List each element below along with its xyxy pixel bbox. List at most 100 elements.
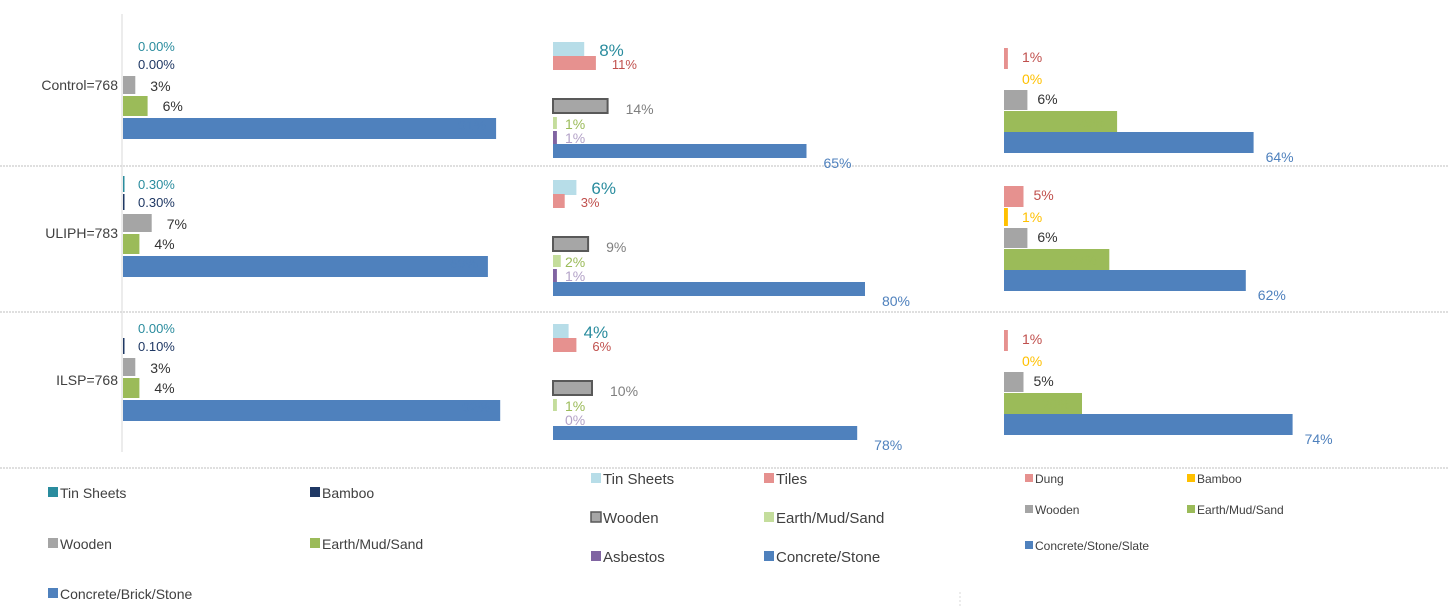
data-label-tin-sheets-chart2-g1: 6% (591, 179, 616, 198)
data-label-concrete-stone-slate-chart3-g2: 74% (1305, 431, 1333, 447)
data-label-bamboo-chart3-g2: 0% (1022, 353, 1042, 369)
data-label-tin-sheets-chart1-g1: 0.30% (138, 177, 175, 192)
data-label-tin-sheets-chart2-g2: 4% (584, 323, 609, 342)
legend-label-tiles-chart2: Tiles (776, 471, 807, 488)
bar-wooden-chart2-g1 (552, 236, 590, 252)
data-label-earth-mud-sand-chart1-g2: 4% (154, 380, 174, 396)
bar-asbestos-chart2-g0 (553, 131, 557, 144)
bar-earth-mud-sand-chart1-g1 (123, 234, 140, 254)
data-label-wooden-chart2-g1: 9% (606, 239, 626, 255)
bar-tiles-chart2-g0 (553, 56, 596, 70)
bar-bamboo-chart1-g2 (123, 338, 125, 354)
data-label-concrete-brick-stone-chart1-g1: 89% (450, 255, 478, 271)
legend-label-earth-mud-sand-chart2: Earth/Mud/Sand (776, 510, 884, 527)
data-label-asbestos-chart2-g2: 0% (565, 412, 585, 428)
data-label-concrete-stone-chart2-g0: 65% (823, 155, 851, 171)
bar-concrete-stone-slate-chart3-g1 (1004, 270, 1246, 291)
bar-tin-sheets-chart2-g1 (553, 180, 577, 195)
data-label-earth-mud-sand-chart2-g2: 1% (565, 398, 585, 414)
data-label-wooden-chart1-g1: 7% (167, 216, 187, 232)
legend-label-wooden-chart2: Wooden (603, 510, 659, 527)
bar-tin-sheets-chart2-g2 (553, 324, 569, 339)
legend-label-wooden-chart1: Wooden (60, 536, 112, 552)
bar-concrete-stone-chart2-g2 (553, 426, 858, 440)
bar-dung-chart3-g1 (1004, 186, 1024, 207)
bar-concrete-brick-stone-chart1-g1 (123, 256, 488, 277)
legend-label-tin-sheets-chart2: Tin Sheets (603, 471, 674, 488)
data-label-concrete-stone-slate-chart3-g0: 64% (1266, 149, 1294, 165)
legend-swatch-asbestos-chart2 (591, 551, 601, 561)
legend-swatch-earth-mud-sand-chart2 (764, 512, 774, 522)
legend-swatch-tin-sheets-chart2 (591, 473, 601, 483)
bar-wooden-chart1-g1 (123, 214, 152, 232)
bar-concrete-stone-chart2-g1 (553, 282, 865, 296)
bar-wooden-chart2-g2 (552, 380, 593, 396)
data-label-bamboo-chart1-g0: 0.00% (138, 57, 175, 72)
data-label-tiles-chart2-g2: 6% (592, 339, 611, 354)
data-label-bamboo-chart1-g1: 0.30% (138, 195, 175, 210)
data-label-bamboo-chart3-g1: 1% (1022, 209, 1042, 225)
legend-label-earth-mud-sand-chart1: Earth/Mud/Sand (322, 536, 423, 552)
bar-wooden-chart2-g0 (552, 98, 609, 114)
bar-asbestos-chart2-g1 (553, 269, 557, 282)
legend-label-tin-sheets-chart1: Tin Sheets (60, 485, 126, 501)
bar-tiles-chart2-g1 (553, 194, 565, 208)
data-label-dung-chart3-g1: 5% (1034, 187, 1054, 203)
data-label-earth-mud-sand-chart2-g0: 1% (565, 116, 585, 132)
bar-bamboo-chart1-g1 (123, 194, 125, 210)
bar-dung-chart3-g0 (1004, 48, 1008, 69)
data-label-concrete-stone-chart2-g1: 80% (882, 293, 910, 309)
legend-swatch-bamboo-chart3 (1187, 474, 1195, 482)
legend-label-earth-mud-sand-chart3: Earth/Mud/Sand (1197, 503, 1284, 517)
data-label-bamboo-chart1-g2: 0.10% (138, 339, 175, 354)
bar-wooden-chart1-g2 (123, 358, 136, 376)
bar-tin-sheets-chart1-g1 (123, 176, 125, 192)
legend-swatch-tiles-chart2 (764, 473, 774, 483)
data-label-wooden-chart3-g1: 6% (1037, 229, 1057, 245)
legend-swatch-wooden-chart3 (1025, 505, 1033, 513)
legend-label-asbestos-chart2: Asbestos (603, 549, 665, 566)
bar-earth-mud-sand-chart2-g0 (553, 117, 557, 129)
legend-swatch-wooden-chart1 (48, 538, 58, 548)
legend-label-bamboo-chart3: Bamboo (1197, 472, 1242, 486)
data-label-asbestos-chart2-g0: 1% (565, 130, 585, 146)
data-label-tin-sheets-chart1-g0: 0.00% (138, 39, 175, 54)
legend-swatch-wooden-chart2 (590, 511, 602, 523)
legend-swatch-earth-mud-sand-chart3 (1187, 505, 1195, 513)
legend-label-concrete-brick-stone-chart1: Concrete/Brick/Stone (60, 586, 192, 602)
bar-concrete-brick-stone-chart1-g0 (123, 118, 497, 139)
data-label-earth-mud-sand-chart3-g2: 20% (1042, 396, 1070, 412)
data-label-wooden-chart1-g2: 3% (150, 360, 170, 376)
legend-swatch-tin-sheets-chart1 (48, 487, 58, 497)
bar-earth-mud-sand-chart2-g2 (553, 399, 557, 411)
bar-wooden-chart1-g0 (123, 76, 136, 94)
category-label-2: ILSP=768 (56, 372, 118, 388)
bar-earth-mud-sand-chart3-g0 (1004, 111, 1118, 132)
bar-wooden-chart3-g2 (1004, 372, 1024, 392)
legend-swatch-dung-chart3 (1025, 474, 1033, 482)
legend-swatch-earth-mud-sand-chart1 (310, 538, 320, 548)
data-label-dung-chart3-g0: 1% (1022, 49, 1042, 65)
data-label-wooden-chart2-g0: 14% (626, 101, 654, 117)
legend-label-dung-chart3: Dung (1035, 472, 1064, 486)
legend-swatch-concrete-stone-chart2 (764, 551, 774, 561)
data-label-wooden-chart1-g0: 3% (150, 78, 170, 94)
data-label-tiles-chart2-g1: 3% (581, 195, 600, 210)
data-label-earth-mud-sand-chart3-g0: 29% (1077, 114, 1105, 130)
data-label-concrete-brick-stone-chart1-g0: 91% (458, 117, 486, 133)
data-label-dung-chart3-g2: 1% (1022, 331, 1042, 347)
bar-wooden-chart3-g1 (1004, 228, 1028, 248)
data-label-asbestos-chart2-g1: 1% (565, 268, 585, 284)
category-label-1: ULIPH=783 (45, 225, 118, 241)
bar-concrete-stone-chart2-g0 (553, 144, 807, 158)
legend-swatch-concrete-brick-stone-chart1 (48, 588, 58, 598)
data-label-earth-mud-sand-chart1-g0: 6% (163, 98, 183, 114)
bar-earth-mud-sand-chart1-g2 (123, 378, 140, 398)
data-label-earth-mud-sand-chart1-g1: 4% (154, 236, 174, 252)
bar-earth-mud-sand-chart2-g1 (553, 255, 561, 267)
legend-swatch-concrete-stone-slate-chart3 (1025, 541, 1033, 549)
data-label-wooden-chart2-g2: 10% (610, 383, 638, 399)
data-label-earth-mud-sand-chart2-g1: 2% (565, 254, 585, 270)
bar-bamboo-chart3-g1 (1004, 208, 1008, 226)
